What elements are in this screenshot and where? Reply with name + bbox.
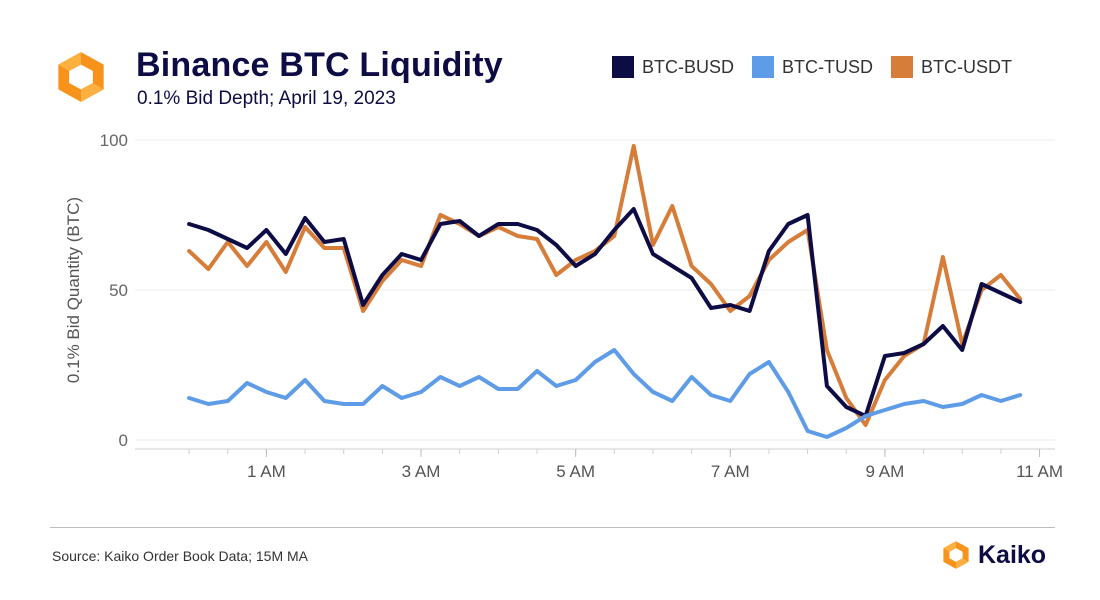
- legend-item-btc-usdt: BTC-USDT: [891, 56, 1012, 78]
- legend-item-btc-tusd: BTC-TUSD: [752, 56, 873, 78]
- legend-swatch-btc-tusd: [752, 56, 775, 78]
- x-tick-label-5: 5 AM: [556, 462, 595, 481]
- legend: BTC-BUSD BTC-TUSD BTC-USDT: [612, 56, 1030, 78]
- x-tick-label-11: 11 AM: [1016, 462, 1063, 481]
- legend-label-btc-usdt: BTC-USDT: [921, 56, 1013, 77]
- legend-label-btc-tusd: BTC-TUSD: [782, 56, 874, 77]
- source-note: Source: Kaiko Order Book Data; 15M MA: [52, 548, 308, 564]
- legend-swatch-btc-usdt: [891, 56, 914, 78]
- x-tick-label-9: 9 AM: [866, 462, 905, 481]
- y-axis-title: 0.1% Bid Quantity (BTC): [64, 197, 83, 383]
- legend-item-btc-busd: BTC-BUSD: [612, 56, 734, 78]
- chart-title: Binance BTC Liquidity: [136, 46, 503, 84]
- x-tick-label-1: 1 AM: [247, 462, 286, 481]
- legend-label-btc-busd: BTC-BUSD: [642, 56, 735, 77]
- series-line-btc-busd: [187, 207, 1023, 418]
- y-tick-label-0: 0: [119, 431, 128, 450]
- series-line-btc-tusd: [187, 348, 1023, 439]
- y-tick-label-50: 50: [109, 281, 128, 300]
- series-line-btc-usdt: [187, 144, 1023, 427]
- chart-subtitle: 0.1% Bid Depth; April 19, 2023: [137, 88, 396, 109]
- x-tick-label-7: 7 AM: [711, 462, 750, 481]
- footer-divider: [50, 527, 1055, 528]
- legend-swatch-btc-busd: [612, 56, 634, 78]
- y-tick-label-100: 100: [100, 131, 128, 150]
- brand-footer: Kaiko: [940, 540, 1046, 570]
- kaiko-logo-icon: [58, 52, 104, 102]
- kaiko-footer-logo-icon: [943, 541, 969, 569]
- brand-name: Kaiko: [978, 540, 1047, 569]
- x-tick-label-3: 3 AM: [402, 462, 441, 481]
